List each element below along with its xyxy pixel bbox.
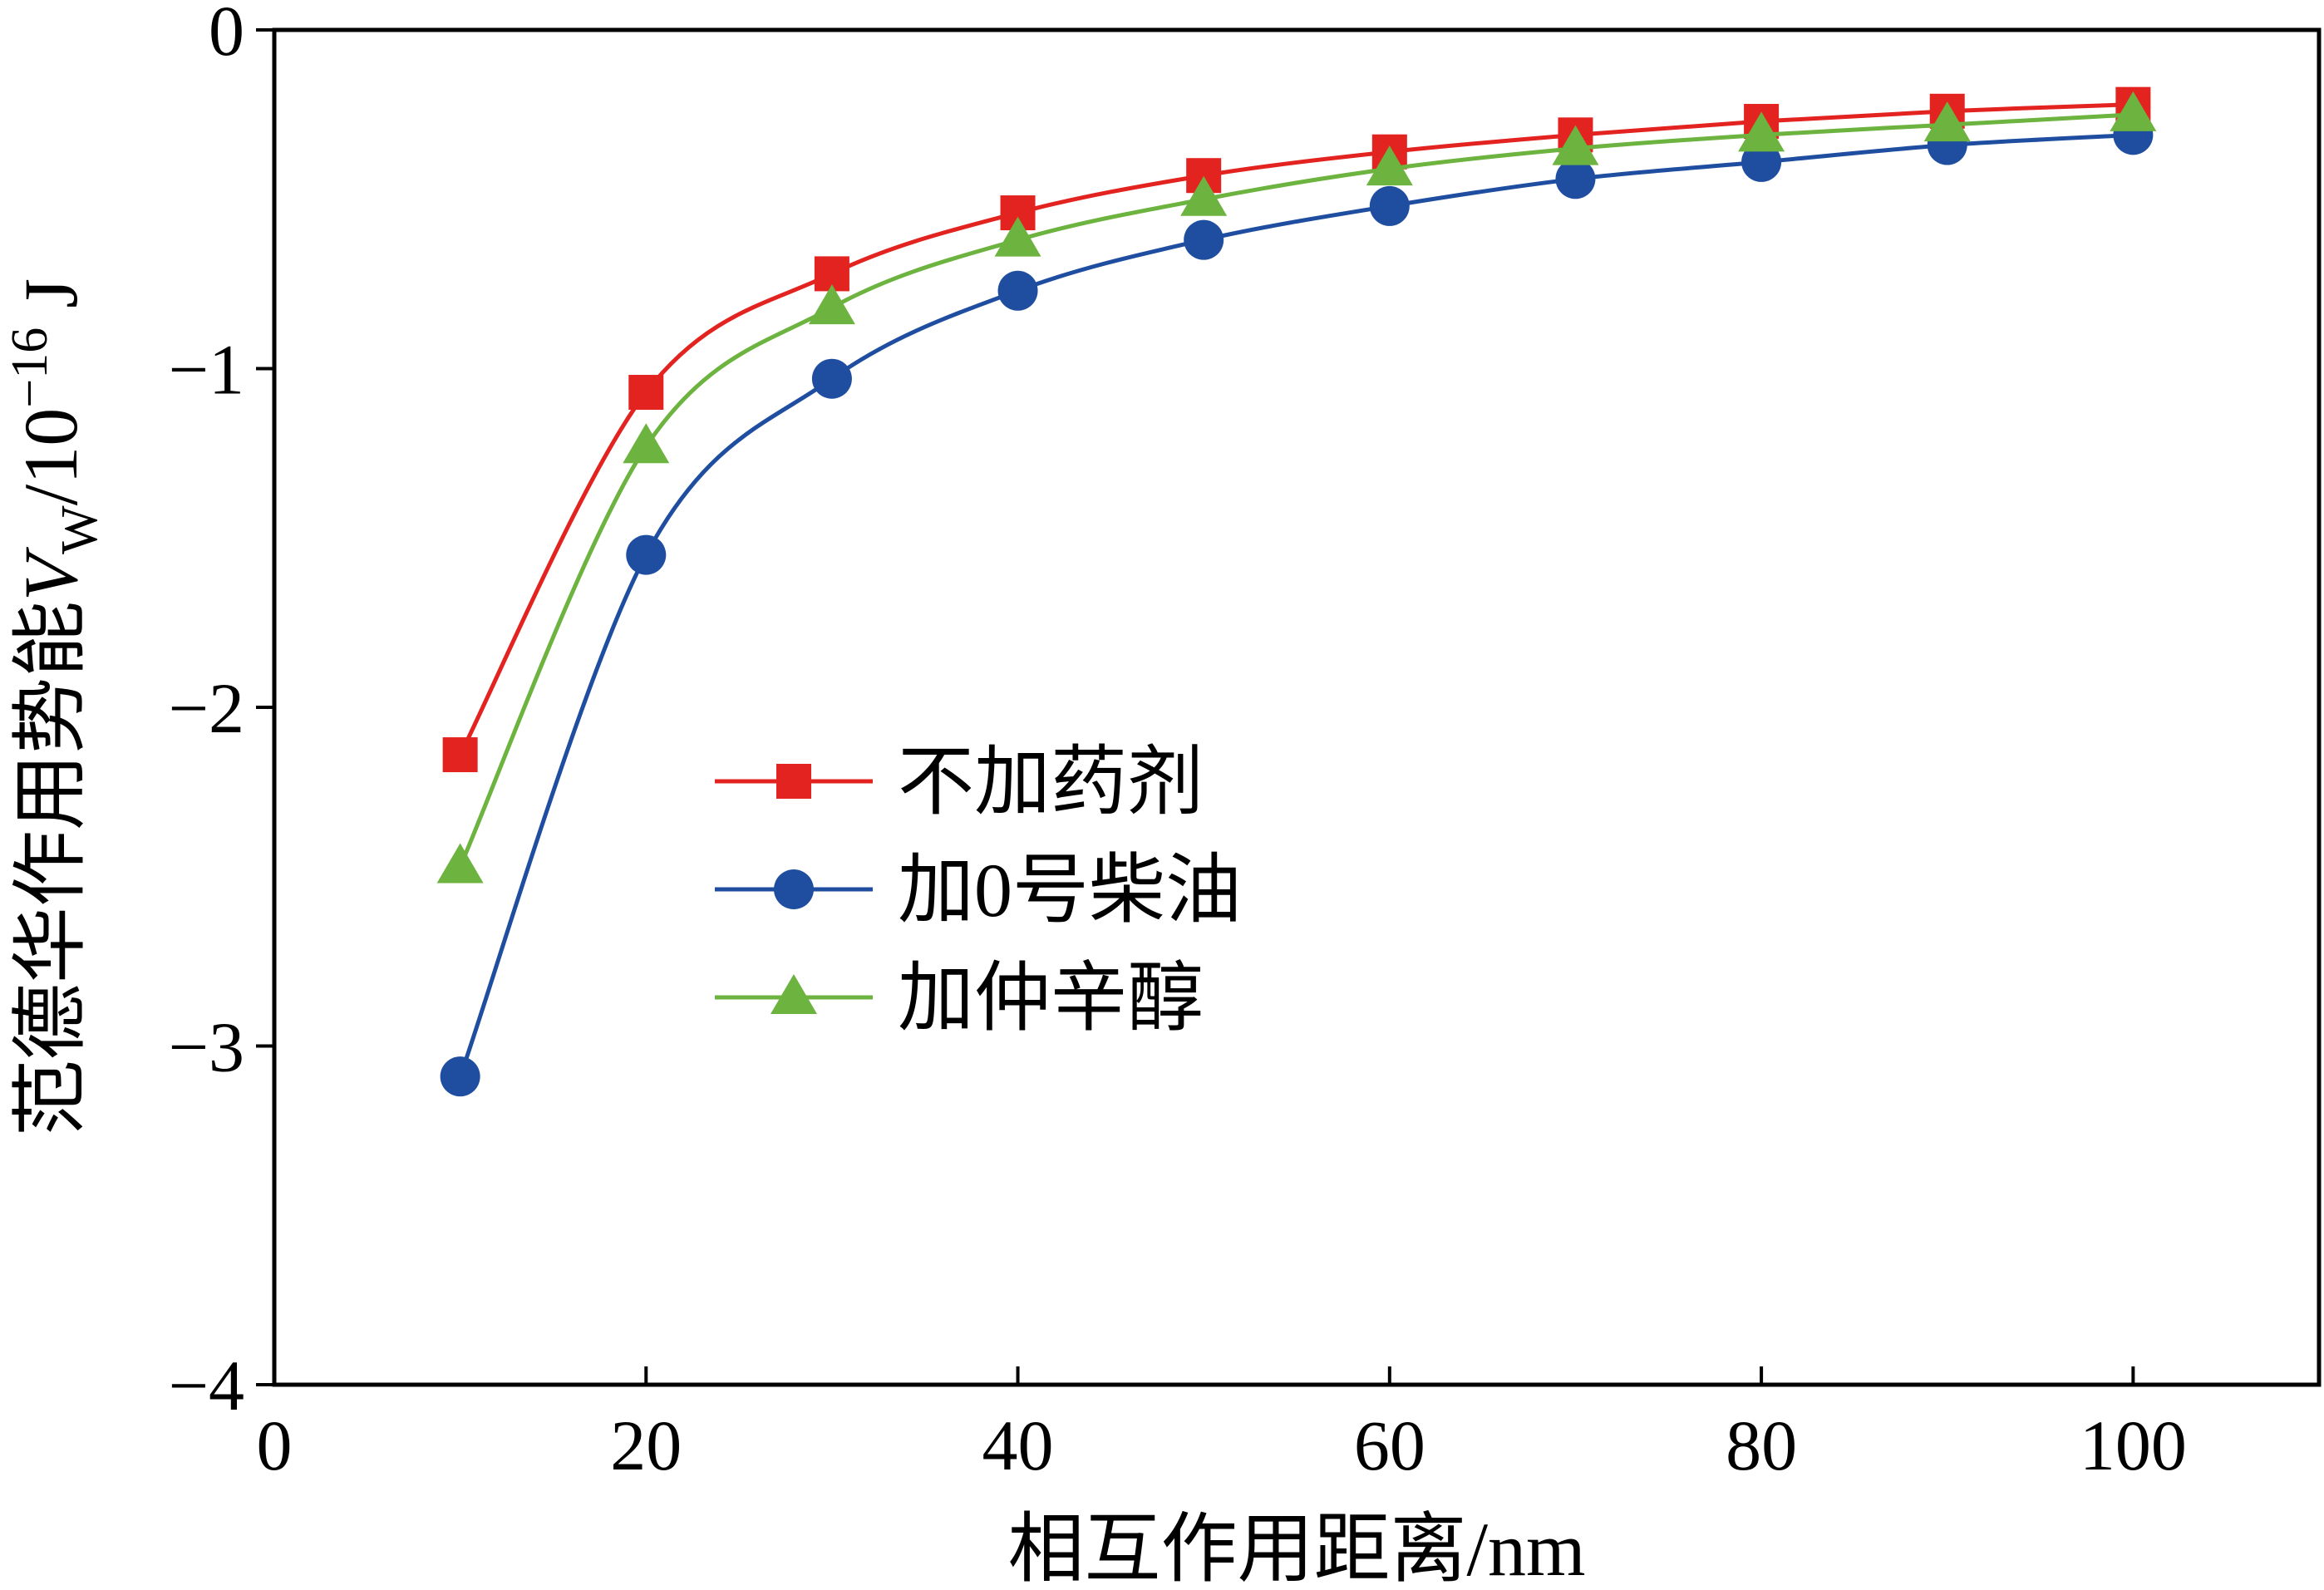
x-tick-label: 60	[1354, 1405, 1425, 1485]
data-point	[811, 358, 852, 399]
data-point	[1366, 145, 1413, 186]
y-tick-label: −4	[168, 1346, 244, 1425]
legend-marker	[774, 869, 814, 909]
data-point	[1738, 111, 1785, 152]
data-point	[2110, 91, 2157, 131]
series-line	[458, 112, 2134, 868]
y-axis-title-unit-prefix: /10	[8, 408, 93, 506]
x-axis-title: 相互作用距离/nm	[1007, 1507, 1585, 1590]
data-point	[436, 843, 484, 884]
y-tick-label: −3	[168, 1007, 244, 1087]
data-point	[626, 534, 667, 575]
y-axis-title-subscript: W	[52, 505, 108, 554]
legend-marker	[776, 764, 811, 799]
series-no-reagent	[442, 86, 2151, 773]
legend-label: 加0号柴油	[898, 848, 1242, 933]
series-diesel	[440, 115, 2154, 1097]
legend-item-octanol: 加仲辛醇	[715, 956, 1204, 1041]
y-axis-title-unit: J	[8, 278, 93, 327]
data-point	[808, 284, 855, 325]
data-point	[623, 423, 670, 464]
y-axis-title: 范德华作用势能VW/10−16 J	[2, 278, 108, 1136]
data-point	[1741, 141, 1782, 182]
x-tick-label: 20	[610, 1405, 682, 1485]
series-layer	[436, 86, 2157, 1097]
x-tick-label: 40	[982, 1405, 1054, 1485]
data-point	[1369, 185, 1410, 226]
data-point	[1184, 219, 1224, 260]
series-line	[458, 102, 2134, 756]
x-tick-label: 100	[2080, 1405, 2187, 1485]
y-axis-title-prefix: 范德华作用势能	[8, 601, 93, 1136]
data-point	[997, 270, 1038, 311]
y-axis-ticks: 0 −1 −2 −3 −4	[168, 0, 274, 1425]
data-point	[442, 737, 478, 773]
data-point	[628, 375, 664, 411]
data-point	[1923, 101, 1971, 142]
x-tick-label: 0	[257, 1405, 293, 1485]
series-line	[458, 132, 2134, 1078]
legend-label: 加仲辛醇	[898, 956, 1204, 1041]
y-tick-label: 0	[209, 0, 244, 71]
y-axis-title-exponent: −16	[2, 327, 58, 408]
legend-marker	[771, 974, 817, 1014]
data-point	[994, 216, 1041, 257]
legend-item-no-reagent: 不加药剂	[715, 740, 1204, 825]
y-tick-label: −1	[168, 330, 244, 410]
series-octanol	[436, 91, 2157, 884]
legend-item-diesel: 加0号柴油	[715, 848, 1242, 933]
x-axis-ticks: 0 20 40 60 80 100	[257, 1366, 2187, 1485]
data-point	[440, 1056, 480, 1097]
data-point	[1555, 159, 1596, 199]
data-point	[1180, 175, 1228, 216]
x-tick-label: 80	[1726, 1405, 1797, 1485]
legend-label: 不加药剂	[898, 740, 1204, 825]
data-point	[1552, 125, 1599, 165]
y-axis-title-symbol: V	[8, 546, 93, 601]
y-tick-label: −2	[168, 668, 244, 748]
